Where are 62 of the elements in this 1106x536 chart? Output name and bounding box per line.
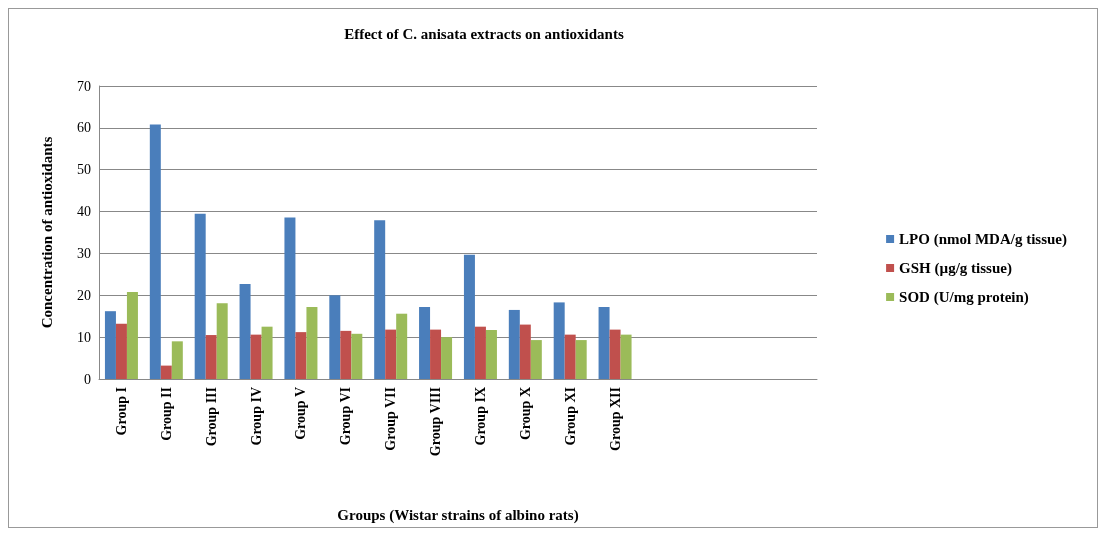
bar [284, 217, 296, 379]
legend-label: LPO (nmol MDA/g tissue) [899, 231, 1068, 248]
bar [553, 302, 565, 379]
x-tick-label: Group VII [383, 387, 399, 451]
bar [385, 329, 397, 379]
chart-title: Effect of C. anisata extracts on antioxidants [344, 25, 624, 42]
bar [160, 365, 172, 379]
bar [474, 326, 486, 379]
bar [430, 329, 442, 379]
x-tick-label: Group II [158, 387, 174, 441]
y-tick-label: 60 [77, 120, 91, 136]
bar [239, 283, 251, 379]
bar [508, 309, 520, 379]
bar [463, 254, 475, 379]
x-tick-label: Group I [113, 387, 129, 436]
x-tick-label: Group XII [607, 387, 623, 451]
bar [609, 329, 621, 379]
bar [194, 213, 206, 379]
bar [149, 124, 161, 379]
bar [620, 334, 632, 379]
bar [171, 341, 183, 379]
bar [564, 334, 576, 379]
y-tick-label: 10 [77, 329, 91, 345]
x-axis-title: Groups (Wistar strains of albino rats) [337, 506, 579, 524]
x-tick-label: Group VIII [428, 387, 444, 457]
y-tick-label: 0 [84, 371, 91, 387]
x-tick-label: Group XI [562, 387, 578, 446]
bar [598, 307, 610, 379]
x-tick-label: Group X [517, 387, 533, 441]
bar [261, 326, 273, 379]
bar [104, 311, 116, 379]
legend-label: SOD (U/mg protein) [899, 289, 1029, 306]
bar [205, 335, 217, 379]
bar [329, 295, 341, 379]
bar [530, 340, 542, 379]
bar [419, 307, 431, 379]
y-tick-label: 40 [77, 204, 91, 220]
x-tick-label: Group IX [472, 387, 488, 446]
y-tick-label: 20 [77, 287, 91, 303]
bar [250, 334, 262, 379]
bar [519, 324, 531, 379]
bar [126, 291, 138, 379]
y-tick-label: 30 [77, 245, 91, 261]
x-tick-label: Group VI [338, 387, 354, 446]
bar [115, 323, 127, 379]
bar [441, 337, 453, 379]
bar [351, 333, 363, 379]
bar [295, 332, 307, 379]
legend-label: GSH (µg/g tissue) [899, 260, 1012, 277]
y-tick-label: 50 [77, 162, 91, 178]
bar [396, 313, 408, 379]
x-tick-label: Group IV [248, 387, 264, 446]
x-tick-label: Group III [203, 387, 219, 447]
bar [485, 330, 497, 379]
bar [306, 307, 318, 379]
x-tick-label: Group V [293, 387, 309, 440]
bar [216, 303, 228, 379]
y-axis-title: Concentration of antioxidants [38, 136, 55, 329]
bar [374, 220, 386, 379]
bar [340, 330, 352, 379]
bar [575, 340, 587, 379]
y-tick-label: 70 [77, 78, 91, 94]
